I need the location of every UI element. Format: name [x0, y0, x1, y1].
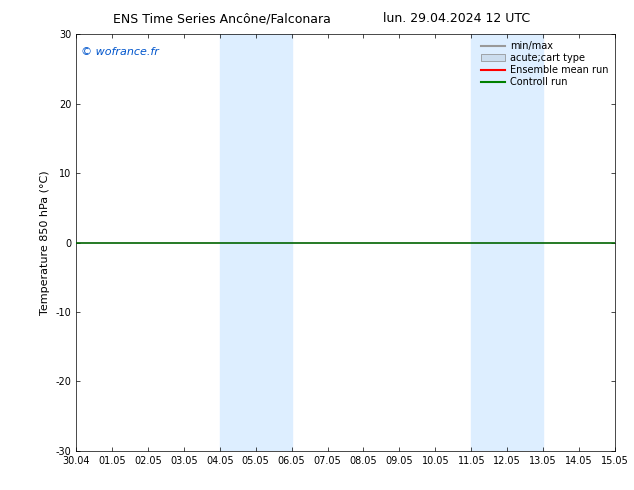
Bar	[507, 34, 543, 451]
Bar	[471, 34, 507, 451]
Legend: min/max, acute;cart type, Ensemble mean run, Controll run: min/max, acute;cart type, Ensemble mean …	[479, 39, 610, 89]
Y-axis label: Temperature 850 hPa (°C): Temperature 850 hPa (°C)	[40, 170, 50, 315]
Text: ENS Time Series Ancône/Falconara: ENS Time Series Ancône/Falconara	[113, 12, 331, 25]
Bar	[256, 34, 292, 451]
Text: lun. 29.04.2024 12 UTC: lun. 29.04.2024 12 UTC	[383, 12, 530, 25]
Bar	[220, 34, 256, 451]
Text: © wofrance.fr: © wofrance.fr	[81, 47, 159, 57]
